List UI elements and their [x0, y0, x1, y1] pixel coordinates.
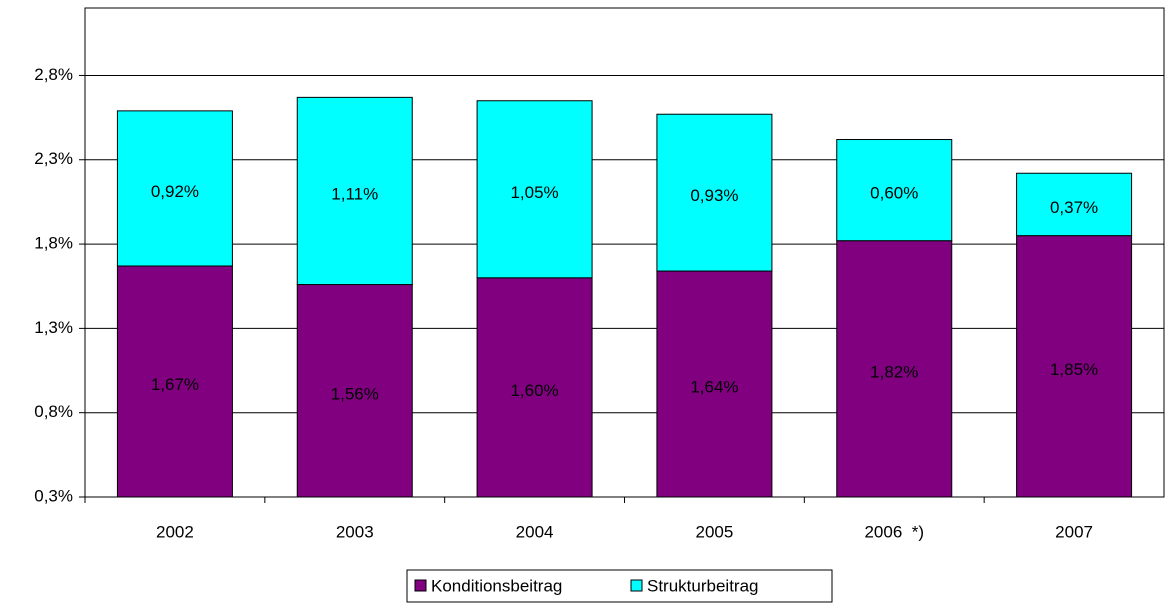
bar-segment [656, 113, 773, 272]
x-tick-label: 2002 [156, 522, 194, 541]
data-label: 1,60% [510, 381, 558, 400]
y-tick-label: 1,3% [34, 318, 73, 337]
x-tick-label: 2006 *) [864, 522, 924, 541]
data-label: 1,64% [690, 378, 738, 397]
bar-segment [1016, 235, 1133, 498]
data-label: 1,85% [1050, 360, 1098, 379]
data-label: 1,05% [510, 183, 558, 202]
bar-segment [116, 265, 233, 498]
y-tick-label: 0,8% [34, 402, 73, 421]
data-label: 1,67% [151, 375, 199, 394]
x-tick-label: 2007 [1055, 522, 1093, 541]
data-label: 0,92% [151, 182, 199, 201]
legend-swatch [414, 579, 427, 592]
plot-border [84, 7, 1165, 498]
bar-segment [1016, 172, 1133, 237]
data-label: 0,37% [1050, 198, 1098, 217]
legend-box [406, 569, 833, 603]
data-label: 1,56% [331, 384, 379, 403]
x-tick-label: 2003 [336, 522, 374, 541]
bar-segment [296, 96, 413, 286]
bar-segment [296, 284, 413, 498]
legend-label: Strukturbeitrag [647, 576, 759, 595]
bar-segment [836, 139, 953, 242]
y-tick-label: 2,8% [34, 65, 73, 84]
y-tick-label: 0,3% [34, 486, 73, 505]
x-tick-label: 2005 [696, 522, 734, 541]
x-tick-label: 2004 [516, 522, 554, 541]
legend-swatch [630, 579, 643, 592]
bar-segment [116, 110, 233, 267]
data-label: 0,93% [690, 186, 738, 205]
legend-label: Konditionsbeitrag [431, 576, 562, 595]
y-tick-label: 1,8% [34, 234, 73, 253]
bar-segment [476, 277, 593, 498]
bar-segment [476, 100, 593, 279]
y-tick-label: 2,3% [34, 149, 73, 168]
data-label: 1,11% [331, 184, 378, 203]
data-label: 1,82% [870, 362, 918, 381]
data-label: 0,60% [870, 184, 918, 203]
bar-segment [836, 240, 953, 498]
